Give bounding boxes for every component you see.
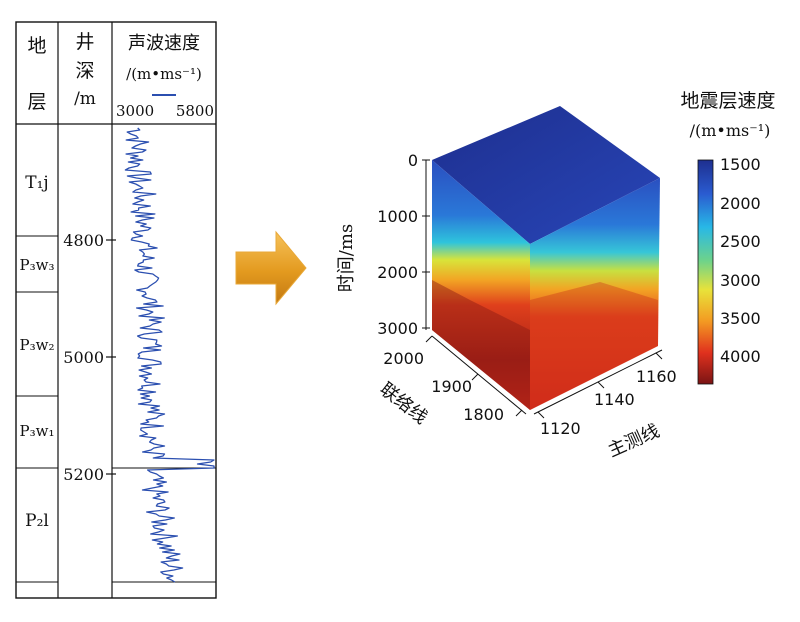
- velocity-max-label: 5800: [176, 102, 214, 120]
- inline-tick-label-1160: 1160: [636, 367, 677, 386]
- velocity-cube: 0 1000 2000 3000 时间/ms 2000 1900 1800 联络…: [336, 106, 677, 462]
- crossline-tick-label-1800: 1800: [463, 405, 504, 424]
- time-tick-label-0: 0: [408, 151, 418, 170]
- depth-header-2: 深: [75, 60, 94, 82]
- time-tick-label-2000: 2000: [377, 263, 418, 282]
- log-frame: [15, 21, 217, 599]
- colorbar-tick-1500: 1500: [720, 155, 761, 174]
- inline-tick: [597, 381, 605, 389]
- time-tick-label-1000: 1000: [377, 207, 418, 226]
- velocity-header-unit: /(m•ms⁻¹): [126, 65, 202, 83]
- velocity-min-label: 3000: [116, 102, 154, 120]
- colorbar-unit: /(m•ms⁻¹): [690, 121, 771, 140]
- colorbar-title: 地震层速度: [680, 90, 775, 112]
- time-tick-label-3000: 3000: [377, 319, 418, 338]
- colorbar-tick-3000: 3000: [720, 271, 761, 290]
- cube-side-face: [530, 178, 660, 410]
- inline-tick-label-1140: 1140: [594, 390, 635, 409]
- crossline-axis-label: 联络线: [376, 379, 431, 429]
- crossline-tick-label-2000: 2000: [383, 349, 424, 368]
- depth-tick-label-4800: 4800: [63, 231, 104, 250]
- inline-tick-label-1120: 1120: [540, 419, 581, 438]
- crossline-axis-line: [431, 335, 527, 415]
- crossline-tick: [471, 373, 479, 381]
- formation-label-p3w1: P₃w₁: [20, 422, 55, 440]
- inline-tick: [537, 411, 545, 419]
- right-arrow-icon: [235, 230, 307, 306]
- cube-front-face: [432, 160, 530, 410]
- formation-label-t1j: T₁j: [25, 173, 48, 193]
- depth-tick-label-5200: 5200: [63, 465, 104, 484]
- time-axis-label: 时间/ms: [336, 224, 357, 292]
- strata-header-1: 地: [27, 35, 46, 57]
- crossline-tick-label-1900: 1900: [431, 377, 472, 396]
- formation-label-p3w2: P₃w₂: [20, 336, 55, 354]
- colorbar-scale: [697, 159, 714, 385]
- inline-tick: [655, 352, 663, 360]
- crossline-tick: [425, 335, 433, 343]
- cube-low-velocity-shade: [432, 280, 530, 410]
- acoustic-velocity-curve: [124, 127, 215, 583]
- depth-header-unit: /m: [74, 89, 96, 109]
- velocity-header-title: 声波速度: [128, 33, 200, 54]
- well-log-panel: 地 层 井 深 /m 声波速度 /(m•ms⁻¹) 3000 5800 T₁j …: [15, 21, 217, 599]
- formation-label-p2l: P₂l: [25, 511, 49, 531]
- crossline-tick: [515, 409, 523, 417]
- inline-axis-label: 主测线: [605, 420, 663, 461]
- cube-top-face: [432, 106, 660, 244]
- colorbar-tick-3500: 3500: [720, 309, 761, 328]
- colorbar-tick-4000: 4000: [720, 347, 761, 366]
- strata-header-2: 层: [27, 91, 46, 113]
- colorbar-tick-2500: 2500: [720, 232, 761, 251]
- cube-side-shade: [530, 282, 658, 410]
- colorbar: 地震层速度 /(m•ms⁻¹) 1500 2000 2500 3000 3500…: [680, 90, 776, 385]
- colorbar-tick-2000: 2000: [720, 194, 761, 213]
- depth-tick-label-5000: 5000: [63, 348, 104, 367]
- formation-label-p3w3: P₃w₃: [20, 256, 55, 274]
- depth-header-1: 井: [75, 31, 94, 53]
